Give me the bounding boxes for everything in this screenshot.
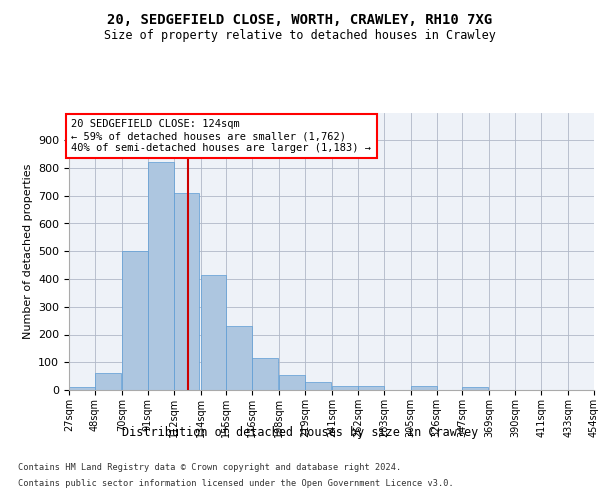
Y-axis label: Number of detached properties: Number of detached properties — [23, 164, 32, 339]
Bar — [332, 386, 358, 390]
Bar — [148, 162, 173, 390]
Bar — [305, 382, 331, 390]
Bar — [173, 193, 199, 390]
Bar — [411, 386, 437, 390]
Bar — [200, 275, 226, 390]
Bar — [252, 358, 278, 390]
Bar — [95, 374, 121, 390]
Text: 20 SEDGEFIELD CLOSE: 124sqm
← 59% of detached houses are smaller (1,762)
40% of : 20 SEDGEFIELD CLOSE: 124sqm ← 59% of det… — [71, 120, 371, 152]
Bar — [463, 387, 488, 390]
Bar — [358, 386, 384, 390]
Text: Contains public sector information licensed under the Open Government Licence v3: Contains public sector information licen… — [18, 479, 454, 488]
Bar — [69, 387, 95, 390]
Text: 20, SEDGEFIELD CLOSE, WORTH, CRAWLEY, RH10 7XG: 20, SEDGEFIELD CLOSE, WORTH, CRAWLEY, RH… — [107, 12, 493, 26]
Text: Contains HM Land Registry data © Crown copyright and database right 2024.: Contains HM Land Registry data © Crown c… — [18, 462, 401, 471]
Bar — [279, 374, 305, 390]
Bar — [122, 251, 148, 390]
Text: Distribution of detached houses by size in Crawley: Distribution of detached houses by size … — [122, 426, 478, 439]
Bar — [226, 326, 252, 390]
Text: Size of property relative to detached houses in Crawley: Size of property relative to detached ho… — [104, 29, 496, 42]
